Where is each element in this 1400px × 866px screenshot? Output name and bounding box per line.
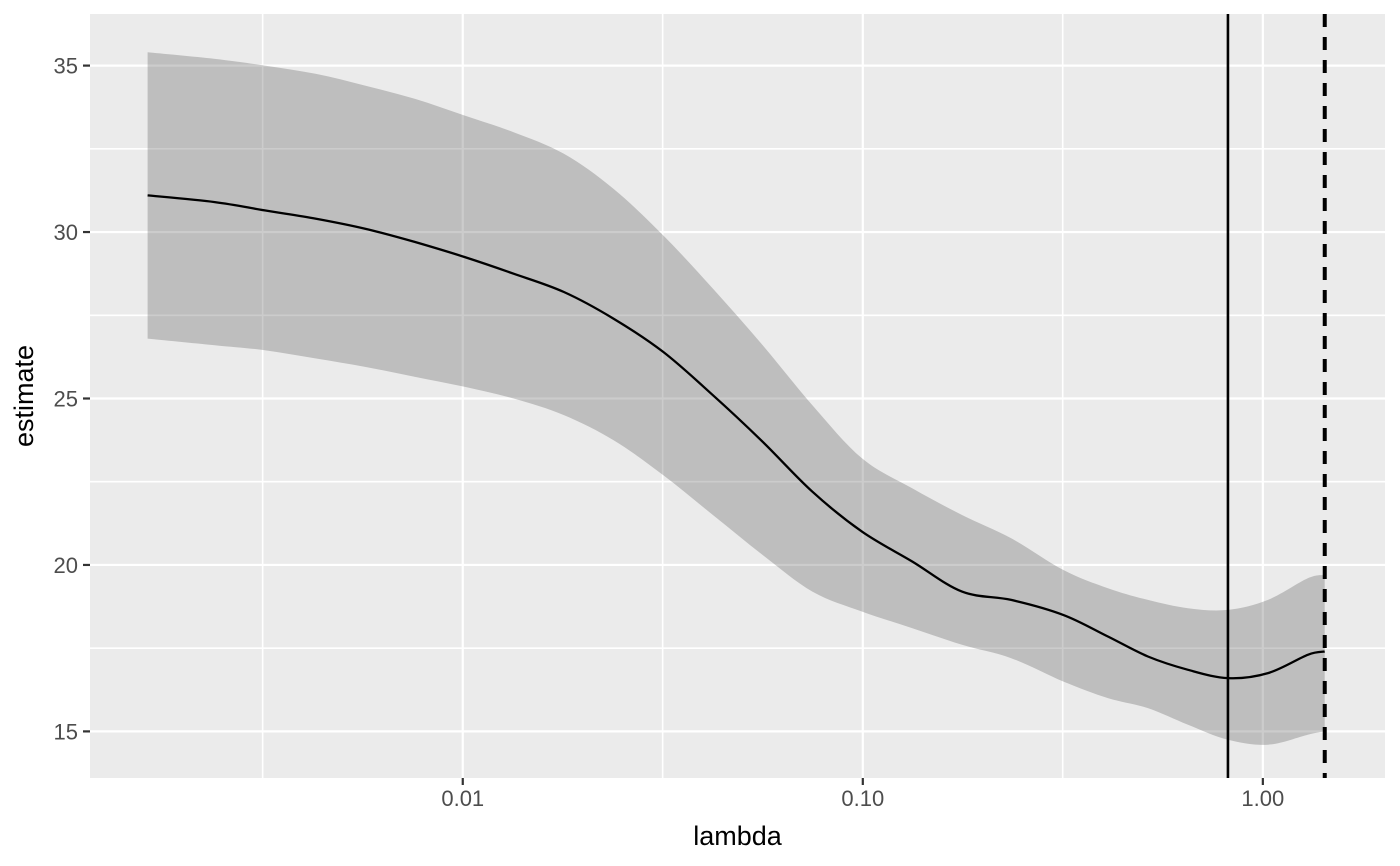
confidence-ribbon — [147, 52, 1325, 745]
y-tick-label: 15 — [54, 719, 78, 744]
y-tick-label: 30 — [54, 220, 78, 245]
reference-vlines — [1226, 14, 1327, 778]
x-tick-label: 1.00 — [1241, 786, 1284, 811]
x-tick-label: 0.01 — [441, 786, 484, 811]
y-axis-title: estimate — [9, 345, 39, 447]
y-axis: 15 20 25 30 35 — [54, 54, 90, 744]
y-tick-label: 25 — [54, 386, 78, 411]
plot-panel — [90, 14, 1385, 778]
y-tick-label: 20 — [54, 553, 78, 578]
major-gridlines — [90, 14, 1385, 778]
x-axis: 0.01 0.10 1.00 — [441, 778, 1284, 811]
x-axis-title: lambda — [693, 821, 783, 851]
estimate-curve — [147, 194, 1325, 680]
minor-gridlines — [90, 14, 1385, 778]
y-tick-label: 35 — [54, 54, 78, 79]
x-tick-label: 0.10 — [841, 786, 884, 811]
